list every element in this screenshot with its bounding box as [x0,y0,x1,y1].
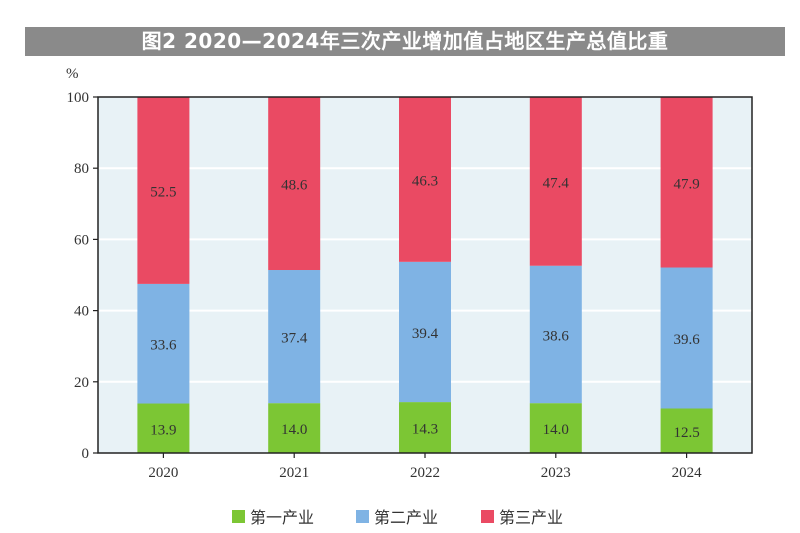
data-label: 48.6 [281,178,308,194]
legend-swatch [356,510,369,523]
y-tick-label: 40 [74,304,89,320]
y-tick-label: 0 [82,446,90,462]
y-axis-unit: % [66,66,79,82]
data-label: 12.5 [673,425,699,441]
bar-segment [529,403,582,453]
legend-swatch [232,510,245,523]
data-label: 39.6 [673,332,700,348]
data-label: 46.3 [412,173,438,189]
bar-segment [268,270,321,404]
legend-label: 第一产业 [250,508,314,527]
bar-segment [399,97,451,262]
legend-swatch [481,510,494,523]
data-label: 13.9 [150,422,176,438]
y-tick-label: 60 [74,232,89,248]
bar-segment [660,267,713,409]
x-tick-label: 2021 [279,465,309,481]
data-label: 47.9 [673,176,699,192]
plot-frame [97,96,753,454]
data-label: 47.4 [543,175,570,191]
x-tick-label: 2020 [148,465,178,481]
bar-segment [399,402,451,453]
bar-segment [660,408,713,453]
x-tick-label: 2023 [541,465,571,481]
data-label: 52.5 [150,184,176,200]
legend-label: 第二产业 [374,508,438,527]
data-label: 33.6 [150,338,177,354]
data-label: 39.4 [412,326,439,342]
legend-label: 第三产业 [499,508,563,527]
data-label: 14.0 [281,422,307,438]
y-tick-label: 80 [74,161,89,177]
bar-segment [529,97,582,266]
y-tick-label: 100 [67,90,90,106]
bar-segment [660,97,713,268]
bar-segment [137,283,190,404]
bar-segment [137,97,190,284]
data-label: 14.0 [543,422,569,438]
x-tick-label: 2022 [410,465,440,481]
y-tick-label: 20 [74,375,89,391]
chart-title: 图2 2020—2024年三次产业增加值占地区生产总值比重 [25,27,785,56]
data-label: 38.6 [543,328,570,344]
bar-segment [268,97,321,271]
bar-segment [137,403,190,453]
bar-segment [399,261,451,403]
data-label: 37.4 [281,331,308,347]
data-label: 14.3 [412,422,438,438]
x-tick-label: 2024 [672,465,703,481]
bar-segment [529,265,582,404]
bar-segment [268,403,321,453]
